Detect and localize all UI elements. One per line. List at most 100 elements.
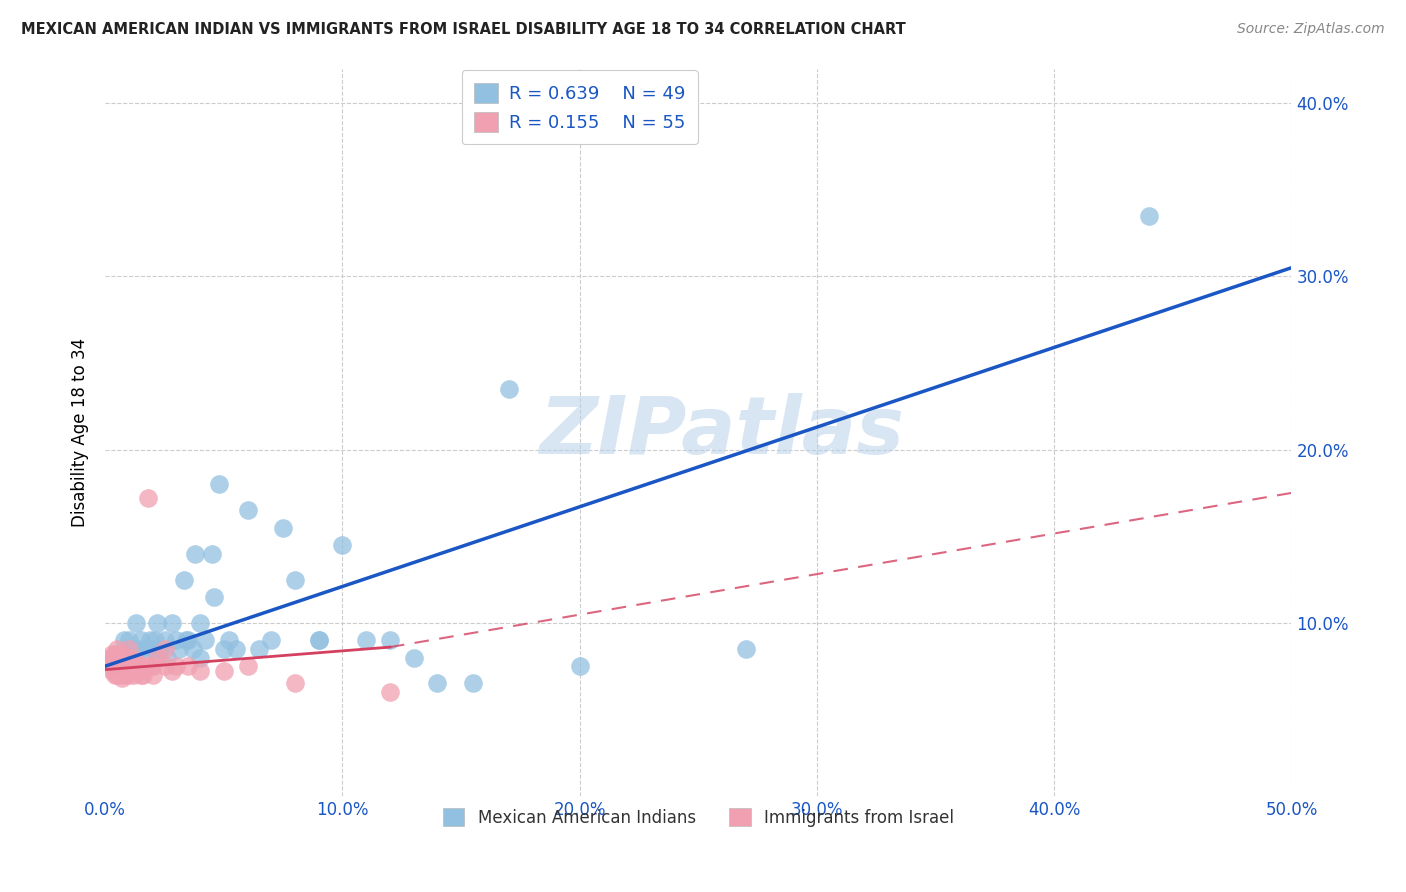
Point <box>104 668 127 682</box>
Point <box>201 547 224 561</box>
Point <box>132 668 155 682</box>
Point <box>165 659 187 673</box>
Point <box>105 659 128 673</box>
Point <box>165 633 187 648</box>
Point <box>105 650 128 665</box>
Text: MEXICAN AMERICAN INDIAN VS IMMIGRANTS FROM ISRAEL DISABILITY AGE 18 TO 34 CORREL: MEXICAN AMERICAN INDIAN VS IMMIGRANTS FR… <box>21 22 905 37</box>
Point <box>167 641 190 656</box>
Point <box>111 671 134 685</box>
Point <box>174 633 197 648</box>
Point <box>181 641 204 656</box>
Point <box>122 668 145 682</box>
Point <box>125 654 148 668</box>
Point <box>98 650 121 665</box>
Point <box>153 659 176 673</box>
Text: Source: ZipAtlas.com: Source: ZipAtlas.com <box>1237 22 1385 37</box>
Point <box>118 650 141 665</box>
Point <box>108 668 131 682</box>
Point <box>184 547 207 561</box>
Point <box>378 685 401 699</box>
Point <box>212 641 235 656</box>
Point <box>104 647 127 661</box>
Point <box>146 650 169 665</box>
Point <box>115 665 138 679</box>
Point <box>212 665 235 679</box>
Point <box>108 650 131 665</box>
Point <box>136 641 159 656</box>
Point <box>1137 209 1160 223</box>
Point <box>249 641 271 656</box>
Point <box>378 633 401 648</box>
Point <box>132 659 155 673</box>
Point <box>188 665 211 679</box>
Point <box>120 654 142 668</box>
Point <box>177 633 200 648</box>
Point <box>160 665 183 679</box>
Point <box>115 654 138 668</box>
Point <box>129 633 152 648</box>
Point <box>101 647 124 661</box>
Point <box>354 633 377 648</box>
Point <box>120 665 142 679</box>
Point <box>143 633 166 648</box>
Point <box>225 641 247 656</box>
Y-axis label: Disability Age 18 to 34: Disability Age 18 to 34 <box>72 338 89 527</box>
Text: ZIPatlas: ZIPatlas <box>540 393 904 471</box>
Point <box>153 633 176 648</box>
Point <box>105 641 128 656</box>
Point <box>105 659 128 673</box>
Point <box>236 503 259 517</box>
Point <box>125 665 148 679</box>
Point <box>142 659 165 673</box>
Point <box>101 665 124 679</box>
Point <box>153 641 176 656</box>
Point <box>188 650 211 665</box>
Point <box>111 659 134 673</box>
Point <box>118 668 141 682</box>
Point <box>236 659 259 673</box>
Point <box>177 659 200 673</box>
Point <box>118 659 141 673</box>
Point <box>142 668 165 682</box>
Point <box>136 491 159 505</box>
Point <box>173 573 195 587</box>
Point <box>271 520 294 534</box>
Point <box>202 590 225 604</box>
Point <box>118 633 141 648</box>
Point <box>129 659 152 673</box>
Point <box>139 633 162 648</box>
Point <box>568 659 591 673</box>
Point <box>122 641 145 656</box>
Point <box>142 641 165 656</box>
Point <box>426 676 449 690</box>
Point <box>308 633 330 648</box>
Point <box>402 650 425 665</box>
Point <box>108 659 131 673</box>
Point <box>149 641 172 656</box>
Point <box>498 382 520 396</box>
Point <box>112 633 135 648</box>
Point <box>122 659 145 673</box>
Point <box>105 665 128 679</box>
Point <box>208 477 231 491</box>
Point <box>127 665 149 679</box>
Point <box>112 650 135 665</box>
Point <box>160 615 183 630</box>
Point <box>112 659 135 673</box>
Point <box>332 538 354 552</box>
Point <box>146 615 169 630</box>
Point <box>111 665 134 679</box>
Legend: Mexican American Indians, Immigrants from Israel: Mexican American Indians, Immigrants fro… <box>434 800 962 835</box>
Point <box>98 659 121 673</box>
Point <box>260 633 283 648</box>
Point <box>111 647 134 661</box>
Point <box>139 659 162 673</box>
Point <box>284 676 307 690</box>
Point <box>105 668 128 682</box>
Point <box>104 659 127 673</box>
Point <box>734 641 756 656</box>
Point <box>118 641 141 656</box>
Point <box>188 615 211 630</box>
Point <box>129 668 152 682</box>
Point <box>308 633 330 648</box>
